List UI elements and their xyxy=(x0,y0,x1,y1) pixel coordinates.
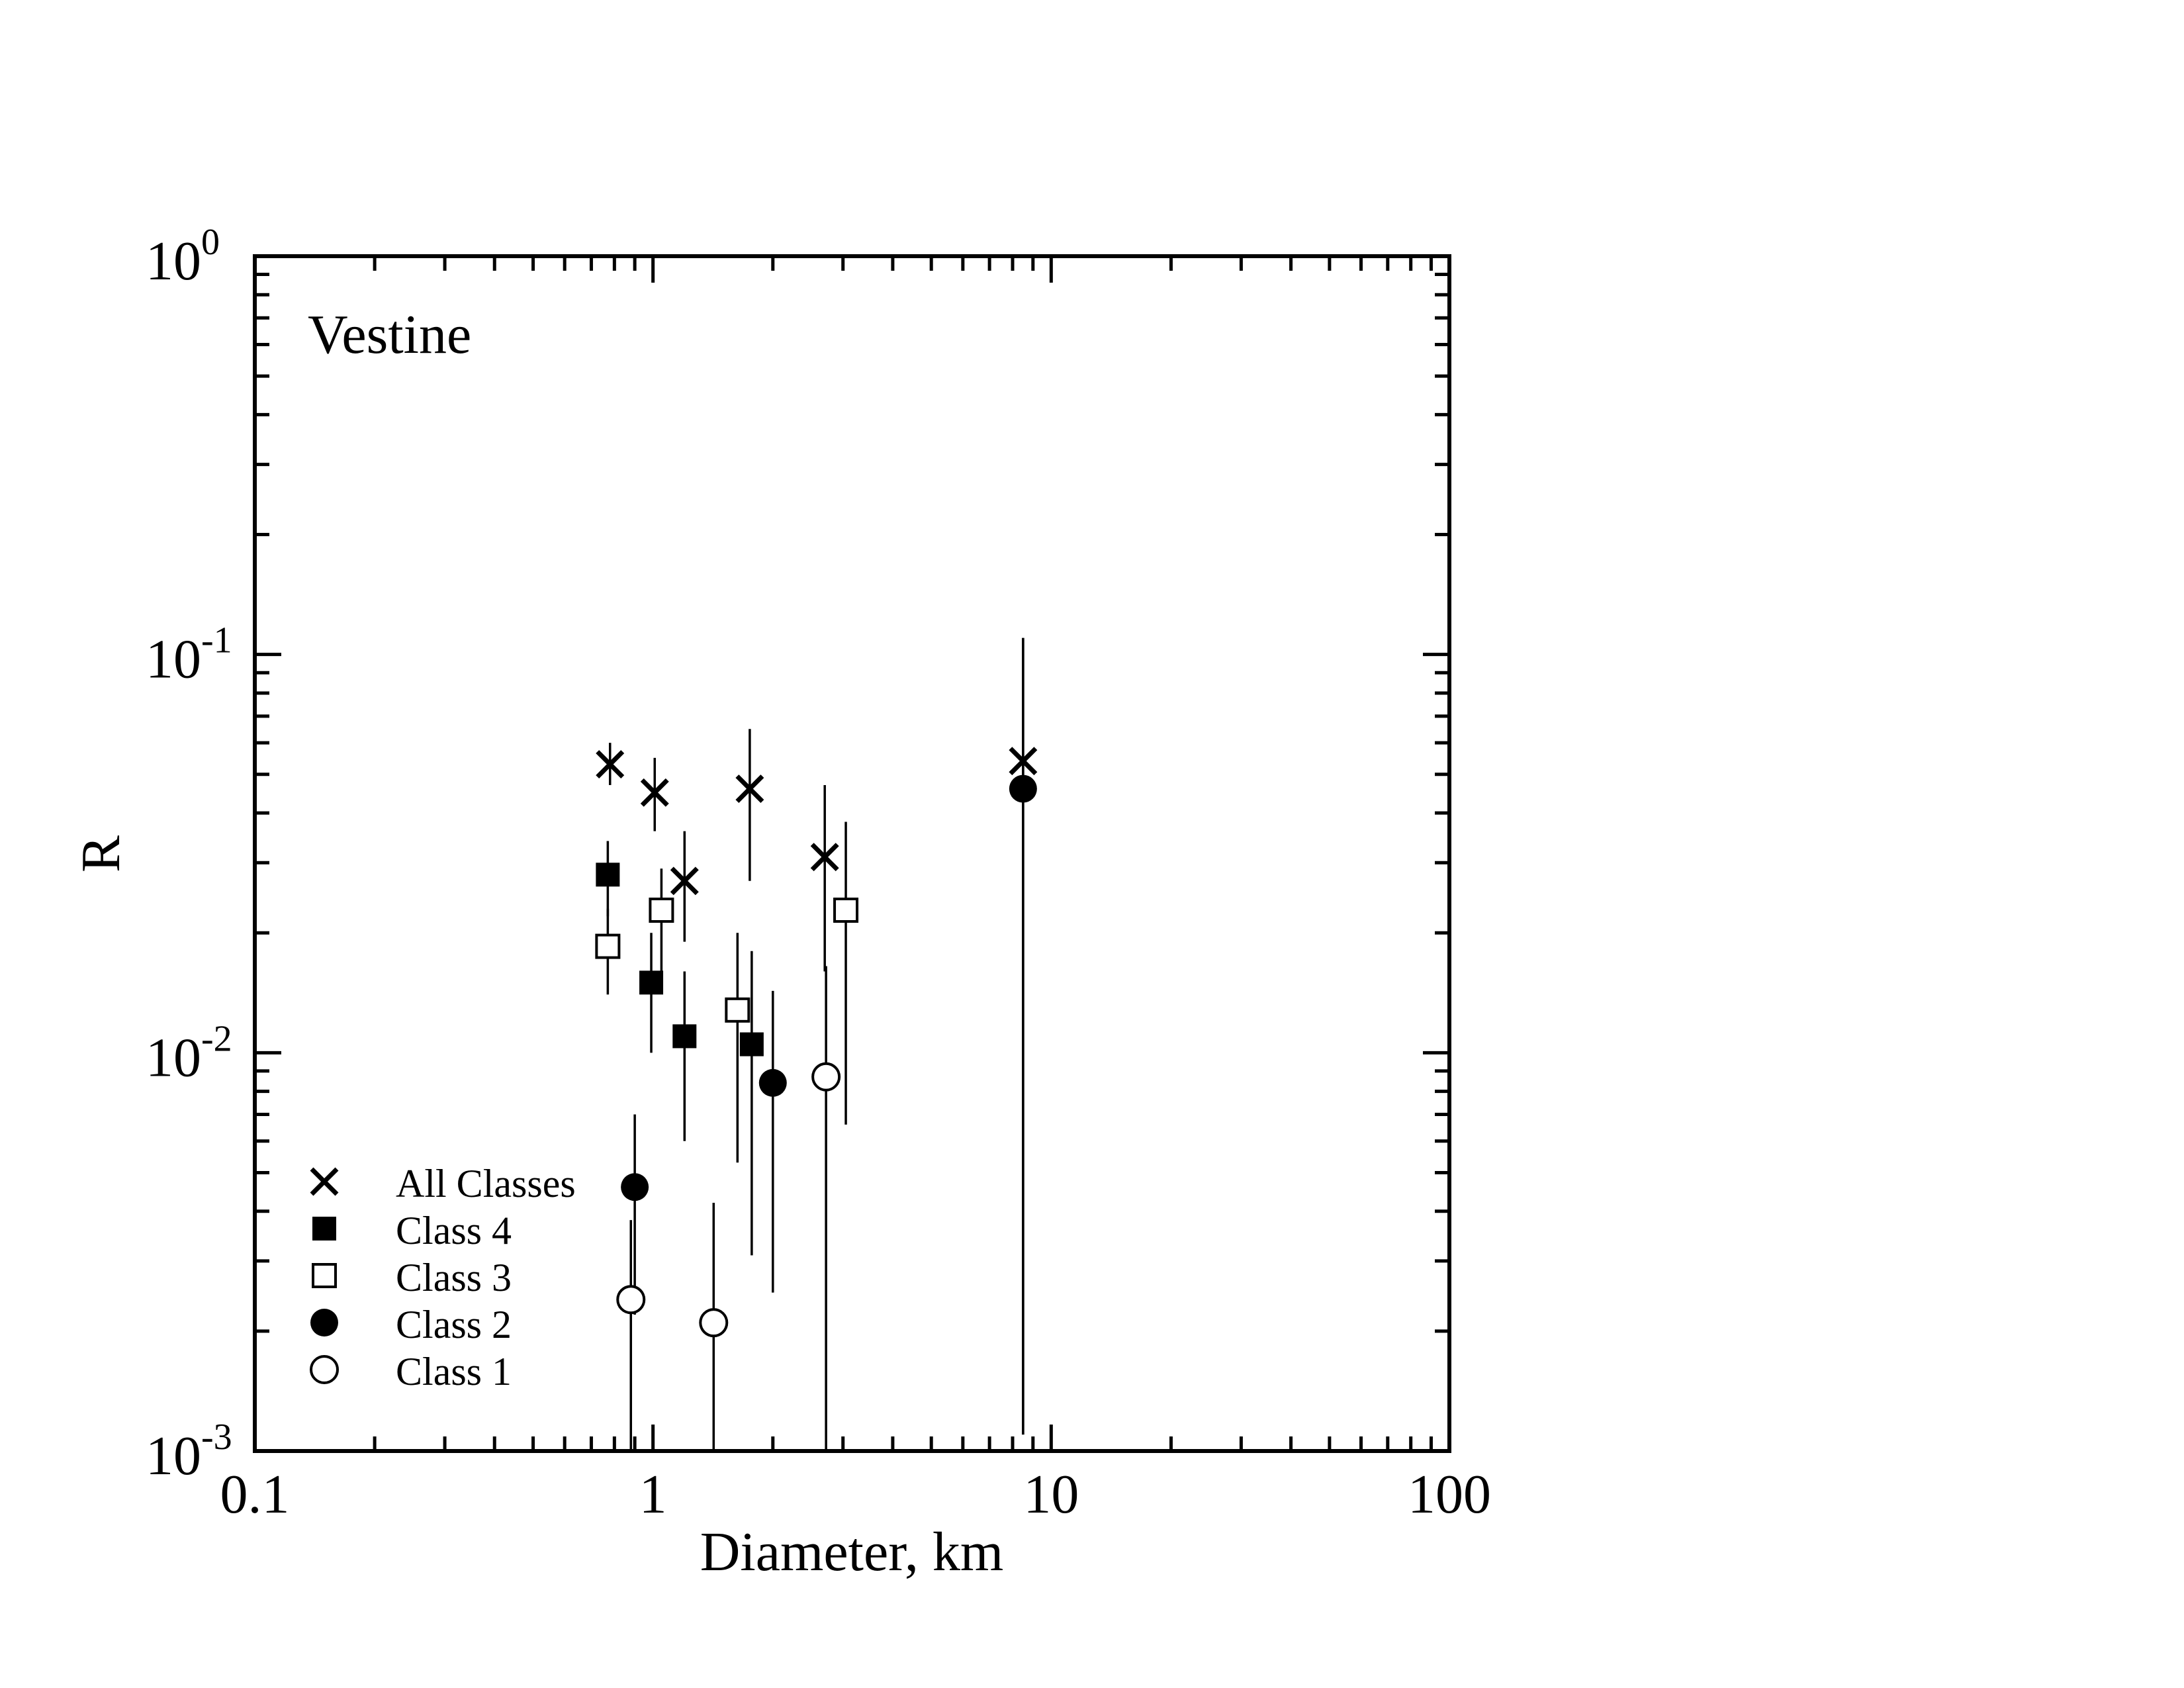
data-markers xyxy=(595,747,1038,1338)
data-point-class-4 xyxy=(596,863,620,887)
y-tick-labels: 10-3 10-2 10-1 100 xyxy=(146,222,232,1487)
data-point-class-3 xyxy=(649,897,674,923)
data-point-class-4 xyxy=(639,970,664,995)
x-tick-label: 100 xyxy=(1408,1464,1491,1525)
y-axis-label: R xyxy=(70,835,132,872)
data-point-all-classes xyxy=(1009,747,1038,776)
data-point-class-4 xyxy=(739,1032,764,1056)
y-tick-label: 10-2 xyxy=(146,1018,232,1088)
legend-marker-class-4 xyxy=(312,1217,336,1241)
legend-marker-class-2 xyxy=(310,1309,338,1336)
data-point-class-3 xyxy=(725,997,751,1023)
legend-marker-all-classes xyxy=(310,1167,339,1196)
data-point-class-1 xyxy=(699,1308,729,1338)
legend-marker-class-3 xyxy=(312,1263,337,1288)
data-point-class-1 xyxy=(811,1062,841,1092)
legend-label-class-2: Class 2 xyxy=(396,1303,512,1346)
legend-marker-class-1 xyxy=(310,1355,339,1384)
y-tick-label: 10-3 xyxy=(146,1417,232,1487)
data-point-class-2 xyxy=(758,1068,787,1097)
data-point-all-classes xyxy=(810,843,839,872)
plot-frame xyxy=(253,254,1451,1453)
data-point-class-2 xyxy=(621,1173,649,1201)
legend-label-class-4: Class 4 xyxy=(396,1209,512,1252)
x-tick-label: 1 xyxy=(639,1464,667,1525)
legend-label-all-classes: All Classes xyxy=(396,1162,576,1205)
data-point-class-4 xyxy=(672,1024,697,1049)
data-point-class-3 xyxy=(833,897,859,923)
x-tick-label: 10 xyxy=(1023,1464,1079,1525)
data-point-all-classes xyxy=(640,778,669,807)
axis-ticks xyxy=(253,256,1449,1453)
x-tick-label: 0.1 xyxy=(220,1464,290,1525)
data-point-class-1 xyxy=(616,1285,646,1315)
data-point-all-classes xyxy=(596,750,625,779)
legend-label-class-3: Class 3 xyxy=(396,1256,512,1299)
legend-label-class-1: Class 1 xyxy=(396,1350,512,1393)
data-point-class-3 xyxy=(595,933,621,959)
annotation-label: Vestine xyxy=(308,304,471,365)
y-tick-label: 10-1 xyxy=(146,620,232,690)
data-point-class-2 xyxy=(1009,774,1037,803)
x-axis-label: Diameter, km xyxy=(700,1521,1003,1583)
y-tick-label: 100 xyxy=(146,222,220,292)
data-point-all-classes xyxy=(670,867,699,896)
data-point-all-classes xyxy=(735,774,764,804)
error-bars xyxy=(606,637,1024,1451)
x-tick-labels: 0.1 1 10 100 xyxy=(220,1464,1492,1525)
